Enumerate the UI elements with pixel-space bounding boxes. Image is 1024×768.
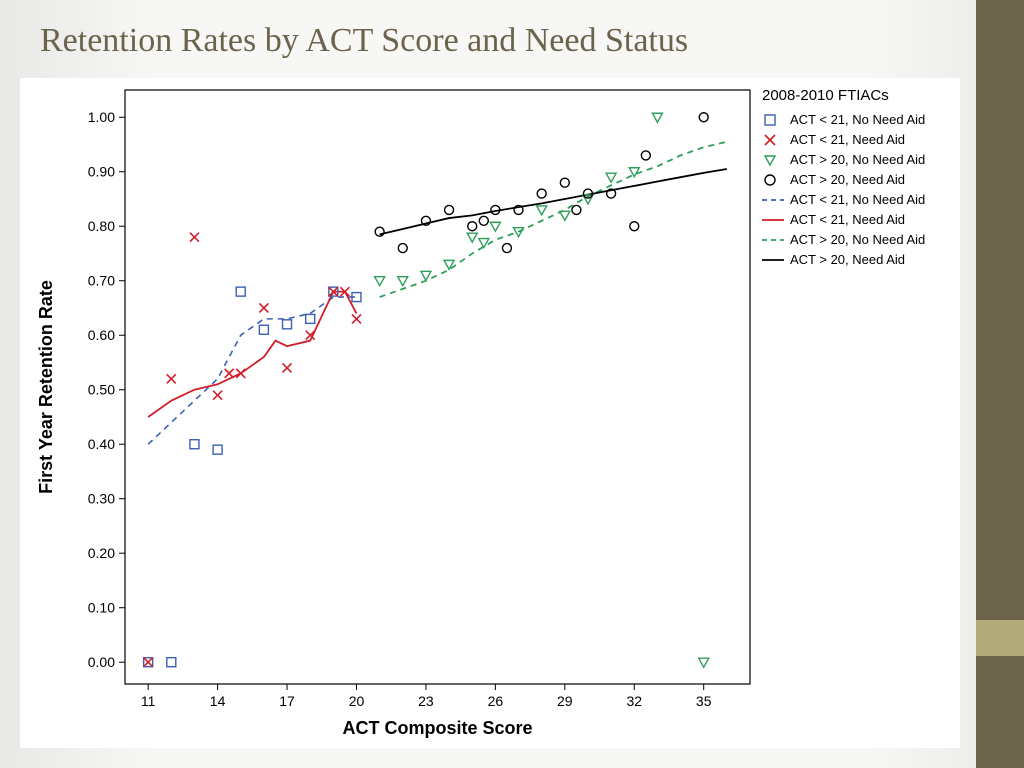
retention-chart: 11 14 17 20 23 26 29 32 35 0.00 0.10 0.20 0.30 0.40 0.… bbox=[20, 78, 960, 748]
ytick-label: 0.00 bbox=[88, 654, 115, 670]
ytick-label: 0.30 bbox=[88, 491, 115, 507]
ytick-label: 0.50 bbox=[88, 382, 115, 398]
trend-black_solid bbox=[380, 169, 727, 234]
xtick-label: 11 bbox=[141, 693, 156, 709]
legend-item: ACT > 20, Need Aid bbox=[765, 172, 905, 187]
legend-label: ACT > 20, Need Aid bbox=[790, 252, 905, 267]
series-sq_blue bbox=[144, 287, 361, 667]
chart-container: 11 14 17 20 23 26 29 32 35 0.00 0.10 0.20 0.30 0.40 0.… bbox=[20, 78, 960, 748]
legend: 2008-2010 FTIACs ACT < 21, No Need Aid ACT… bbox=[762, 87, 925, 267]
legend-label: ACT > 20, No Need Aid bbox=[790, 232, 925, 247]
trend-blue_dash bbox=[148, 297, 356, 444]
xtick-label: 14 bbox=[210, 693, 226, 709]
plot-area bbox=[144, 113, 727, 667]
xtick-label: 29 bbox=[557, 693, 573, 709]
ytick-label: 0.80 bbox=[88, 218, 115, 234]
legend-label: ACT < 21, Need Aid bbox=[790, 132, 905, 147]
legend-label: ACT < 21, Need Aid bbox=[790, 212, 905, 227]
slide: Retention Rates by ACT Score and Need St… bbox=[0, 0, 1024, 768]
legend-item: ACT < 21, No Need Aid bbox=[765, 112, 925, 127]
series-x_red bbox=[144, 233, 361, 667]
ytick-label: 0.40 bbox=[88, 436, 115, 452]
series-tri_green bbox=[375, 113, 709, 667]
x-axis-label: ACT Composite Score bbox=[342, 718, 532, 738]
xtick-label: 32 bbox=[626, 693, 642, 709]
legend-label: ACT < 21, No Need Aid bbox=[790, 112, 925, 127]
xtick-label: 17 bbox=[279, 693, 295, 709]
legend-item: ACT > 20, No Need Aid bbox=[762, 232, 925, 247]
trend-red_solid bbox=[148, 292, 356, 417]
legend-item: ACT < 21, Need Aid bbox=[765, 132, 905, 147]
legend-item: ACT > 20, Need Aid bbox=[762, 252, 905, 267]
slide-title: Retention Rates by ACT Score and Need St… bbox=[40, 22, 688, 60]
ytick-label: 1.00 bbox=[88, 109, 115, 125]
ytick-label: 0.60 bbox=[88, 327, 115, 343]
series-circ_black bbox=[375, 113, 708, 253]
y-axis-label: First Year Retention Rate bbox=[36, 280, 56, 494]
legend-item: ACT < 21, Need Aid bbox=[762, 212, 905, 227]
legend-label: ACT > 20, Need Aid bbox=[790, 172, 905, 187]
side-accent bbox=[976, 620, 1024, 656]
legend-item: ACT < 21, No Need Aid bbox=[762, 192, 925, 207]
xtick-label: 26 bbox=[488, 693, 504, 709]
legend-label: ACT > 20, No Need Aid bbox=[790, 152, 925, 167]
ytick-label: 0.70 bbox=[88, 273, 115, 289]
ytick-label: 0.90 bbox=[88, 164, 115, 180]
legend-title: 2008-2010 FTIACs bbox=[762, 87, 889, 104]
xtick-label: 35 bbox=[696, 693, 712, 709]
ytick-label: 0.20 bbox=[88, 545, 115, 561]
xtick-label: 20 bbox=[349, 693, 365, 709]
legend-item: ACT > 20, No Need Aid bbox=[765, 152, 925, 167]
plot-border bbox=[125, 90, 750, 684]
trend-green_dash bbox=[380, 142, 727, 297]
xtick-label: 23 bbox=[418, 693, 434, 709]
legend-label: ACT < 21, No Need Aid bbox=[790, 192, 925, 207]
ytick-label: 0.10 bbox=[88, 600, 115, 616]
